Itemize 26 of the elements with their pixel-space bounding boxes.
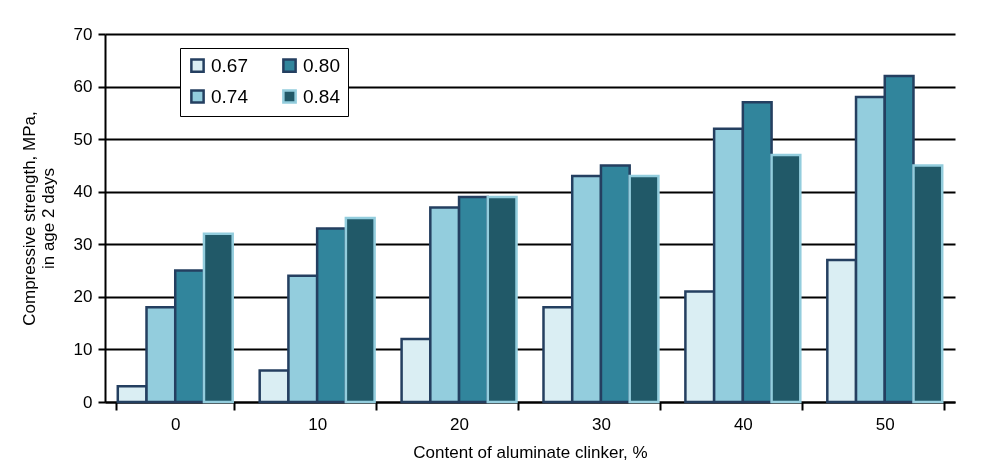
- legend-label: 0.67: [211, 54, 248, 76]
- bar: [912, 164, 944, 404]
- y-tick-label: 70: [73, 24, 93, 44]
- bar: [486, 195, 518, 404]
- x-tick-label: 10: [308, 414, 328, 434]
- y-tick-label: 20: [73, 287, 93, 307]
- legend-label: 0.74: [211, 85, 249, 107]
- x-tick-label: 50: [875, 414, 895, 434]
- x-tick-label: 0: [171, 414, 181, 434]
- y-tick-label: 30: [73, 234, 93, 254]
- y-axis-title: Compressive strength, MPa, in age 2 days: [19, 111, 58, 326]
- bar: [344, 216, 376, 404]
- legend-label: 0.80: [303, 54, 340, 76]
- bar: [770, 153, 802, 404]
- y-tick-label: 40: [73, 182, 93, 202]
- legend-label: 0.84: [303, 85, 341, 107]
- x-tick-label: 30: [591, 414, 611, 434]
- x-axis-title: Content of aluminate clinker, %: [413, 442, 648, 462]
- y-tick-label: 60: [73, 77, 93, 97]
- bar: [628, 174, 660, 404]
- y-tick-label: 50: [73, 129, 93, 149]
- x-tick-label: 40: [733, 414, 753, 434]
- y-tick-label: 0: [83, 392, 93, 412]
- x-tick-label: 20: [450, 414, 470, 434]
- y-tick-label: 10: [73, 339, 93, 359]
- bar: [202, 232, 234, 404]
